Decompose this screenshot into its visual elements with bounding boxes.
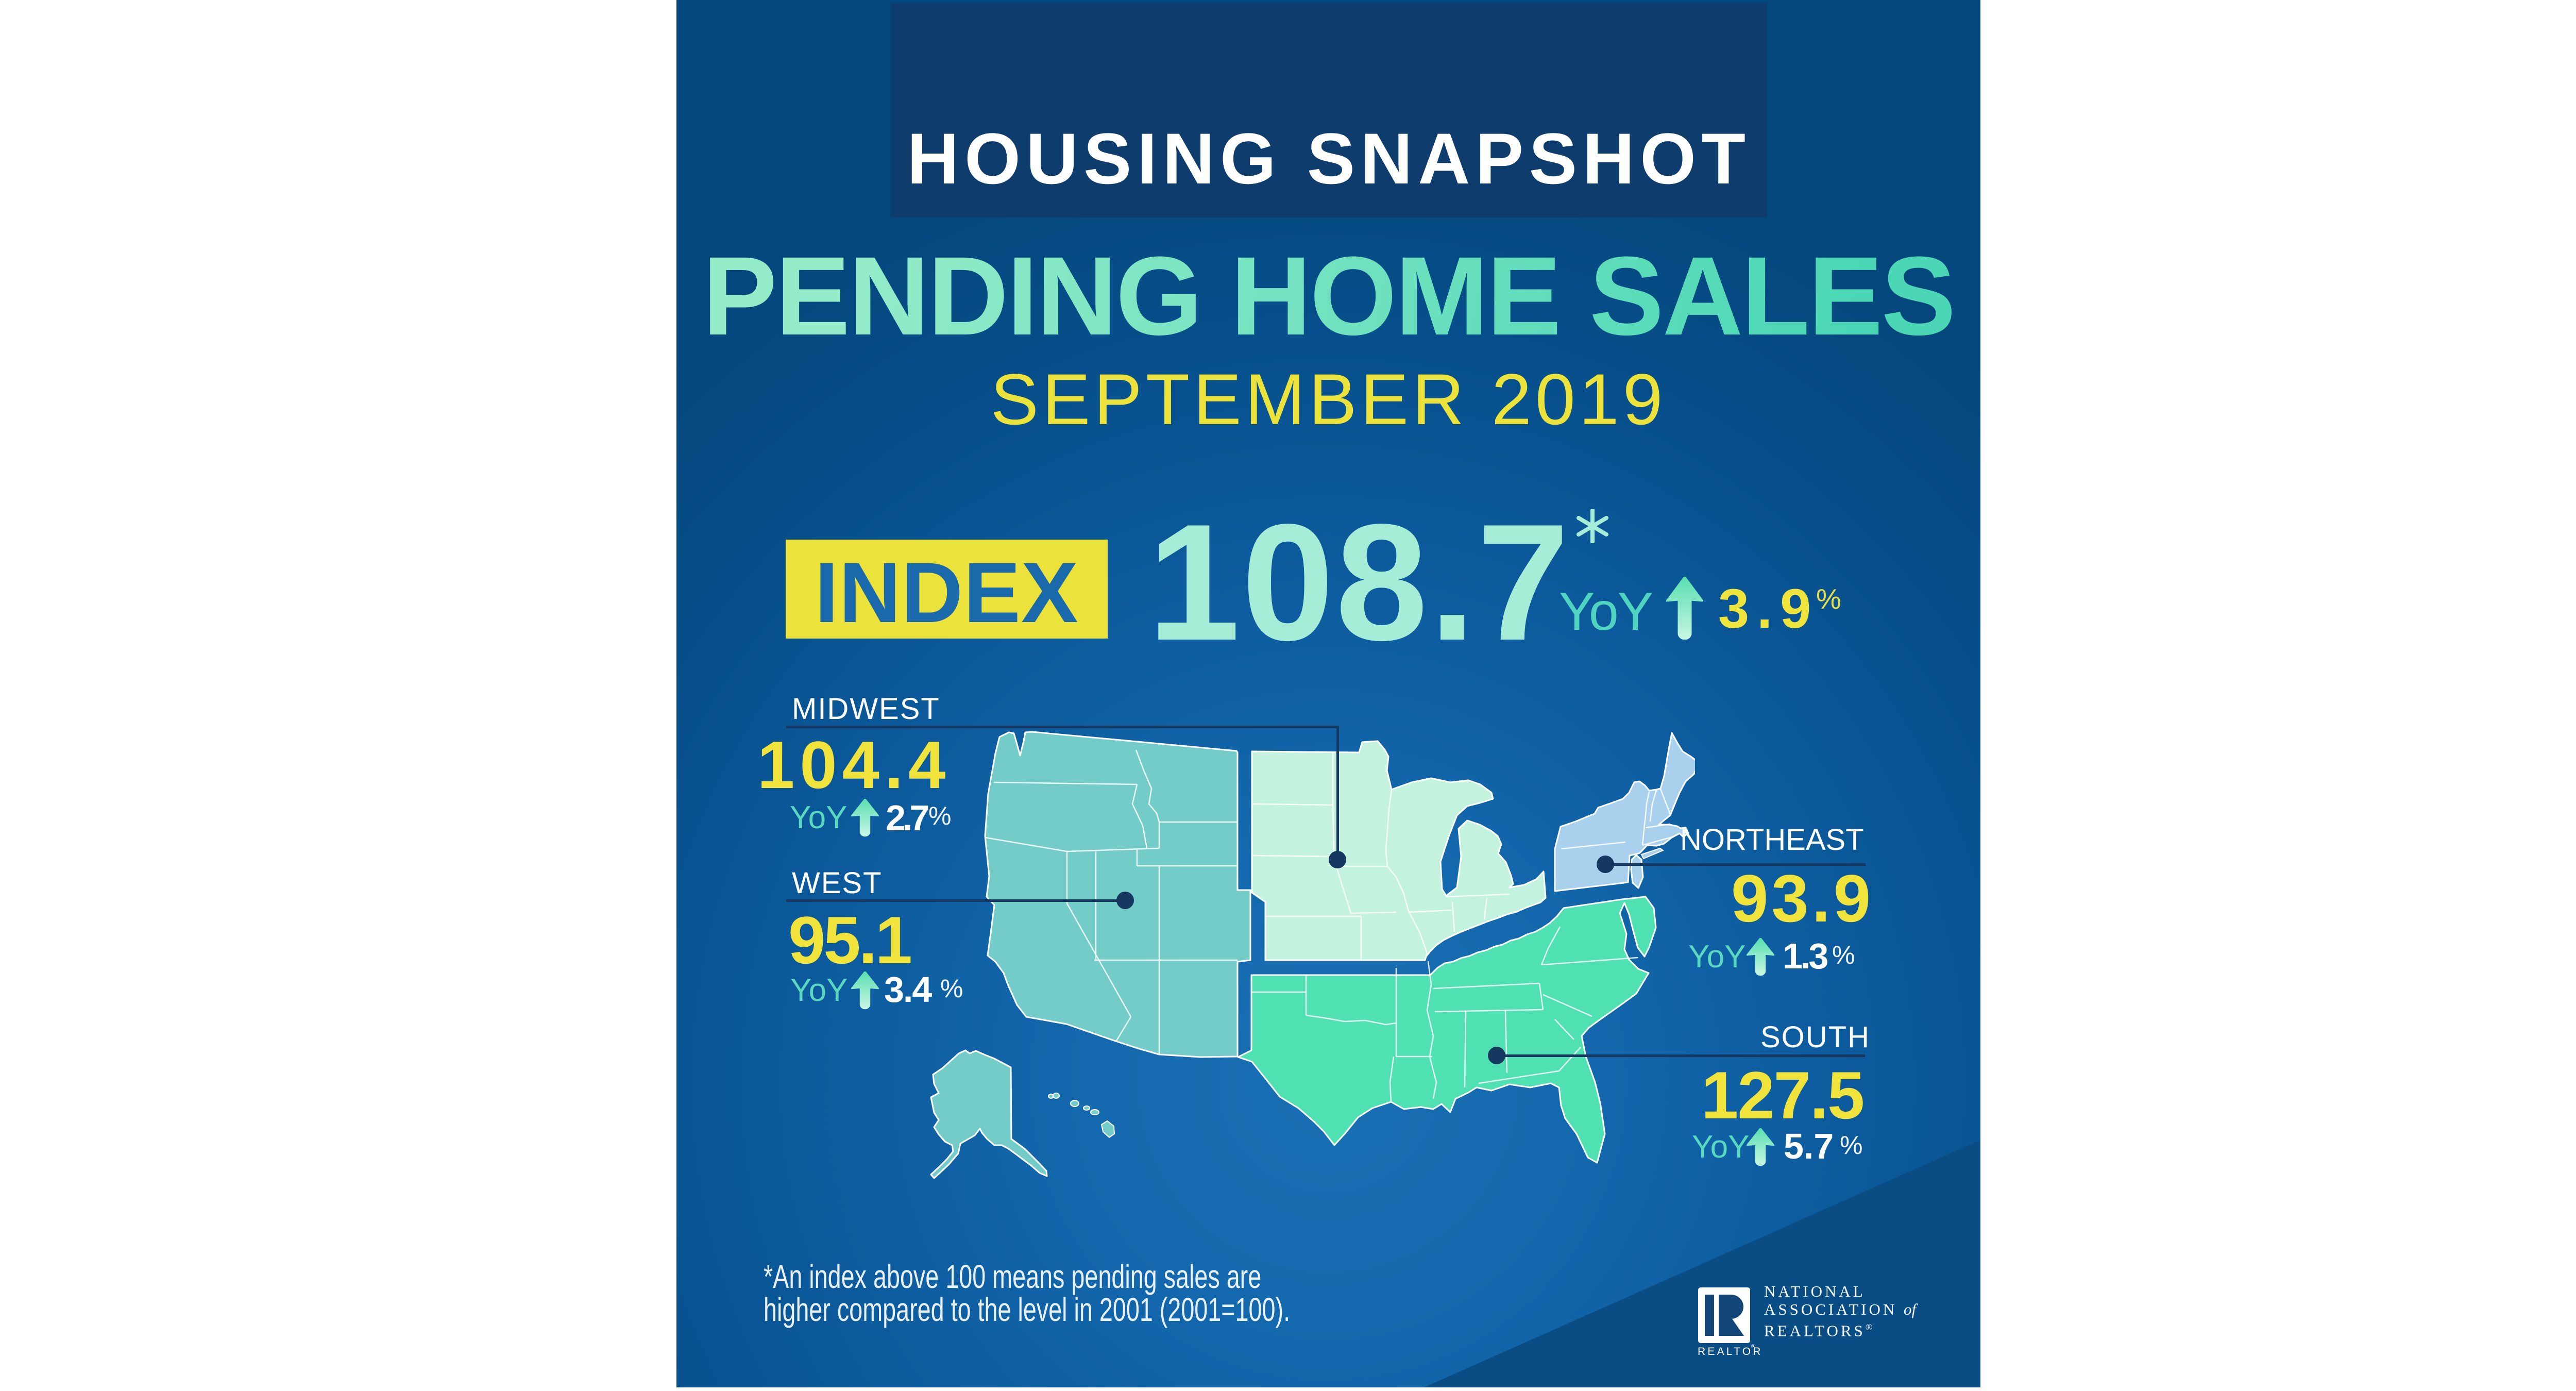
svg-text:®: ®	[1751, 1344, 1755, 1350]
svg-text:REALTOR: REALTOR	[1698, 1346, 1763, 1357]
